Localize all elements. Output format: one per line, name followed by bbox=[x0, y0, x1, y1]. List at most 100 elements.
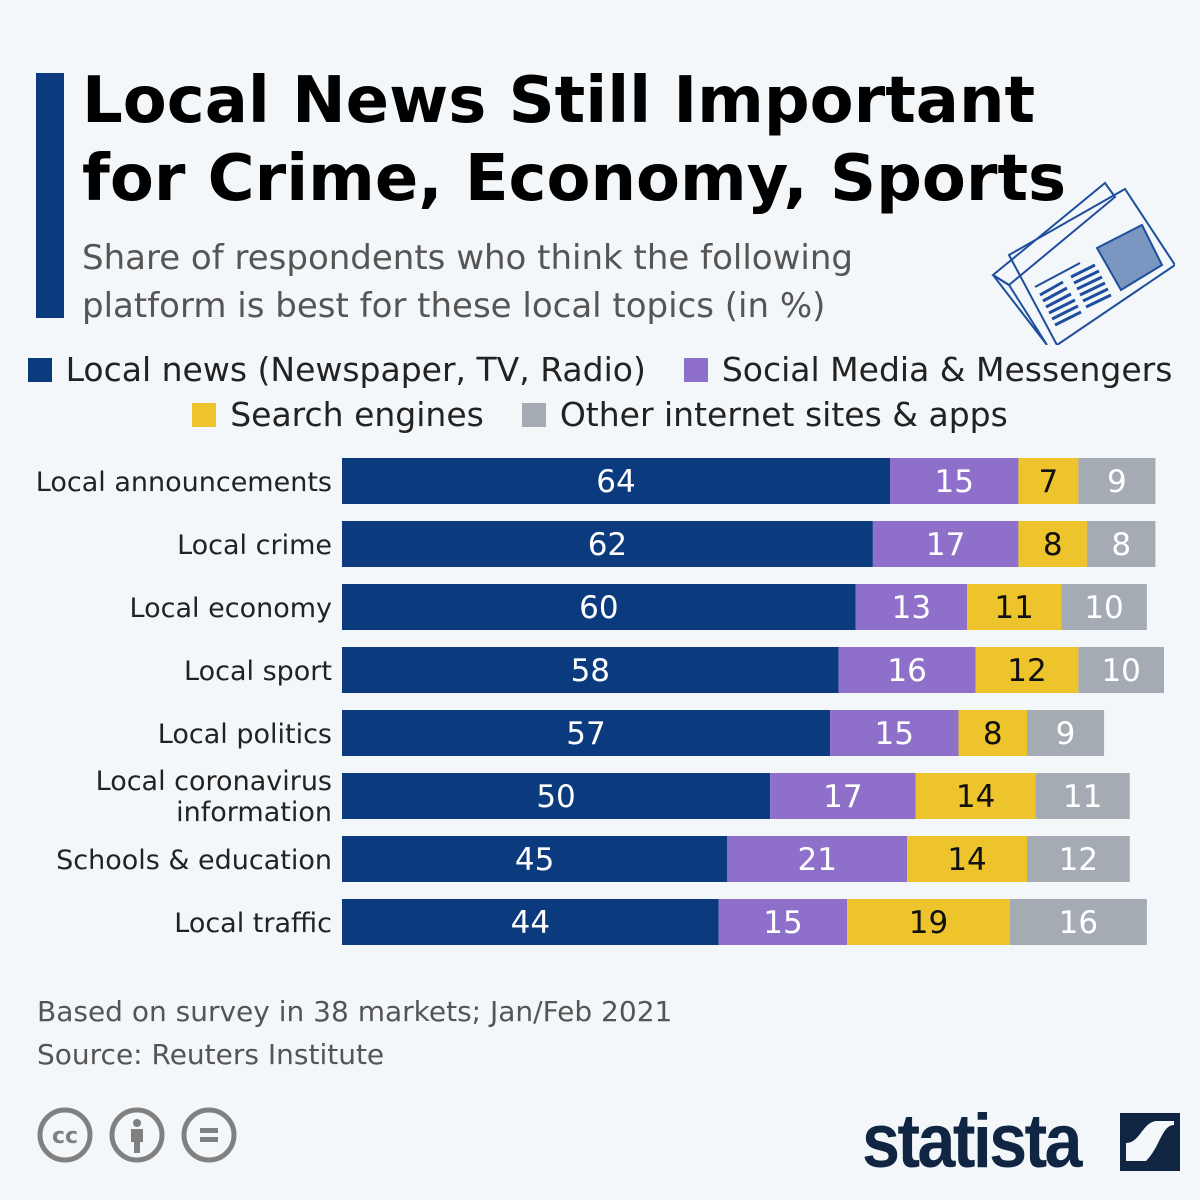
data-label: 8 bbox=[983, 716, 1003, 752]
data-label: 8 bbox=[1043, 527, 1063, 563]
svg-text:cc: cc bbox=[52, 1124, 78, 1149]
bar-segment bbox=[718, 899, 848, 945]
data-label: 7 bbox=[1039, 464, 1059, 500]
bar-row: Local politics 57 15 8 9 bbox=[158, 710, 1105, 756]
legend-label: Search engines bbox=[230, 395, 484, 434]
bar-segment bbox=[958, 710, 1027, 756]
title-accent-bar bbox=[36, 73, 64, 318]
data-label: 12 bbox=[1007, 653, 1046, 689]
bar-segment bbox=[1018, 458, 1079, 504]
bar-row: Local sport 58 16 12 10 bbox=[184, 647, 1164, 693]
data-label: 50 bbox=[536, 779, 575, 815]
data-label: 58 bbox=[571, 653, 610, 689]
bar-segment bbox=[342, 647, 839, 693]
legend-item-social-media: Social Media & Messengers bbox=[683, 350, 1173, 389]
bar-segment bbox=[770, 773, 916, 819]
bar-segment bbox=[342, 773, 771, 819]
footer-notes: Based on survey in 38 markets; Jan/Feb 2… bbox=[37, 990, 672, 1076]
bar-segment bbox=[1078, 458, 1156, 504]
by-attribution-icon[interactable] bbox=[108, 1106, 166, 1164]
legend-row-2: Search engines Other internet sites & ap… bbox=[0, 395, 1200, 434]
bar-segment bbox=[1061, 584, 1147, 630]
category-label: Local traffic bbox=[174, 908, 332, 939]
statista-logo-mark-icon bbox=[1120, 1112, 1181, 1171]
data-label: 9 bbox=[1107, 464, 1127, 500]
cc-icon[interactable]: cc bbox=[36, 1106, 94, 1164]
legend-swatch bbox=[521, 402, 546, 427]
bar-segment bbox=[872, 521, 1019, 567]
legend-swatch bbox=[192, 402, 217, 427]
no-derivatives-icon[interactable] bbox=[180, 1106, 238, 1164]
bar-segment bbox=[1027, 836, 1130, 882]
data-label: 15 bbox=[763, 905, 802, 941]
legend-row-1: Local news (Newspaper, TV, Radio) Social… bbox=[0, 350, 1200, 389]
data-label: 17 bbox=[926, 527, 965, 563]
chart-subtitle: Share of respondents who think the follo… bbox=[82, 238, 853, 326]
data-label: 16 bbox=[887, 653, 926, 689]
legend-label: Social Media & Messengers bbox=[721, 350, 1173, 389]
legend-item-search-engines: Search engines bbox=[192, 395, 484, 434]
category-label: Local crime bbox=[177, 530, 332, 561]
data-label: 14 bbox=[956, 779, 995, 815]
bar-row: Local economy 60 13 11 10 bbox=[130, 584, 1147, 630]
bar-segment bbox=[342, 521, 873, 567]
legend-item-local-news: Local news (Newspaper, TV, Radio) bbox=[27, 350, 646, 389]
bar-segment bbox=[342, 899, 719, 945]
data-label: 15 bbox=[934, 464, 973, 500]
bar-segment bbox=[830, 710, 959, 756]
bar-segment bbox=[727, 836, 908, 882]
bar-segment bbox=[1078, 647, 1164, 693]
bar-segment bbox=[342, 584, 856, 630]
data-label: 15 bbox=[875, 716, 914, 752]
brand-name: statista bbox=[862, 1099, 1083, 1184]
data-label: 64 bbox=[596, 464, 635, 500]
newspaper-icon bbox=[991, 181, 1175, 345]
bar-segment bbox=[915, 773, 1036, 819]
bar-segment bbox=[342, 458, 890, 504]
data-label: 62 bbox=[588, 527, 627, 563]
chart-title: Local News Still Important for Crime, Ec… bbox=[82, 64, 1067, 216]
category-label: Local coronavirus information bbox=[96, 766, 332, 828]
data-label: 21 bbox=[797, 842, 836, 878]
category-label: Local politics bbox=[158, 719, 332, 750]
data-label: 60 bbox=[579, 590, 618, 626]
stacked-bar-chart: Local announcements 64 15 7 9 Local crime 62 17… bbox=[36, 458, 1164, 945]
source-note: Source: Reuters Institute bbox=[37, 1038, 385, 1071]
data-label: 8 bbox=[1111, 527, 1131, 563]
bar-segment bbox=[1009, 899, 1147, 945]
bar-segment bbox=[855, 584, 968, 630]
category-label: Local economy bbox=[130, 593, 332, 624]
bar-segment bbox=[890, 458, 1019, 504]
data-label: 45 bbox=[515, 842, 554, 878]
bar-segment bbox=[907, 836, 1027, 882]
bar-segment bbox=[975, 647, 1079, 693]
category-label: Schools & education bbox=[56, 845, 332, 876]
survey-note: Based on survey in 38 markets; Jan/Feb 2… bbox=[37, 995, 673, 1028]
license-icons: cc bbox=[36, 1106, 238, 1164]
data-label: 11 bbox=[994, 590, 1033, 626]
data-label: 17 bbox=[823, 779, 862, 815]
legend-swatch bbox=[683, 357, 708, 382]
data-label: 44 bbox=[511, 905, 550, 941]
bar-segment bbox=[1035, 773, 1130, 819]
category-label: Local sport bbox=[184, 656, 332, 687]
bar-row: Local traffic 44 15 19 16 bbox=[174, 899, 1147, 945]
legend-label: Other internet sites & apps bbox=[559, 395, 1008, 434]
data-label: 10 bbox=[1101, 653, 1140, 689]
bar-segment bbox=[1086, 521, 1156, 567]
bar-segment bbox=[342, 710, 831, 756]
legend-swatch bbox=[27, 357, 52, 382]
category-label: Local announcements bbox=[36, 467, 332, 498]
data-label: 12 bbox=[1059, 842, 1098, 878]
bar-row: Local coronavirus information 50 17 14 11 bbox=[96, 766, 1130, 828]
data-label: 57 bbox=[566, 716, 605, 752]
bar-row: Local crime 62 17 8 8 bbox=[177, 521, 1156, 567]
data-label: 9 bbox=[1056, 716, 1076, 752]
data-label: 11 bbox=[1063, 779, 1102, 815]
data-label: 16 bbox=[1059, 905, 1098, 941]
legend-label: Local news (Newspaper, TV, Radio) bbox=[65, 350, 646, 389]
bar-segment bbox=[838, 647, 976, 693]
data-label: 19 bbox=[909, 905, 948, 941]
bar-segment bbox=[1027, 710, 1105, 756]
data-label: 13 bbox=[892, 590, 931, 626]
